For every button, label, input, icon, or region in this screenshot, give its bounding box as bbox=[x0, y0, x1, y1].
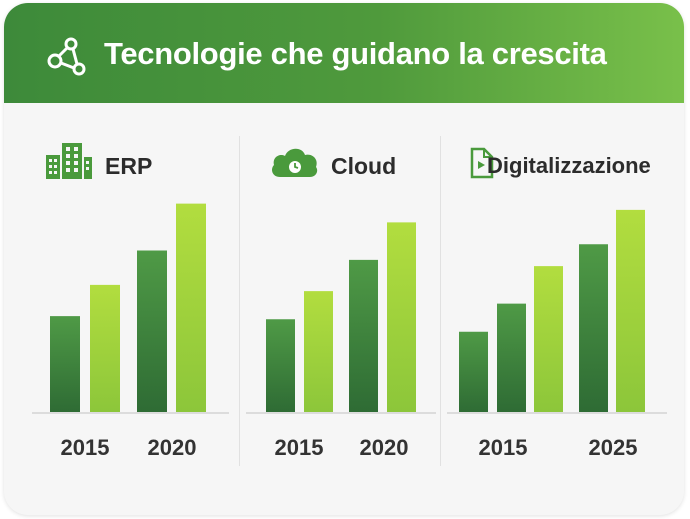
bar-2025-bar-2 bbox=[616, 209, 645, 413]
x-tick-label: 2015 bbox=[275, 435, 324, 460]
bar-2015-bar-2 bbox=[304, 291, 333, 413]
erp-panel: ERP 2015 2020 bbox=[4, 103, 239, 515]
bar-2015-bar-3 bbox=[534, 266, 563, 413]
x-tick-label: 2020 bbox=[360, 435, 409, 460]
cloud-icon bbox=[272, 148, 318, 177]
digitalizzazione-title: Digitalizzazione bbox=[487, 153, 651, 178]
bar-2015-bar-1 bbox=[266, 319, 295, 413]
bar-2020-bar-2 bbox=[387, 222, 416, 413]
bar-2020-bar-1 bbox=[349, 259, 378, 413]
header-banner: Tecnologie che guidano la crescita bbox=[4, 3, 684, 103]
bar-2020-bar-1 bbox=[137, 250, 167, 413]
cloud-chart: 2015 2020 bbox=[246, 222, 436, 460]
digitalizzazione-panel: Digitalizzazione 2015 2025 bbox=[441, 103, 684, 515]
cloud-title: Cloud bbox=[331, 153, 397, 179]
erp-chart: 2015 2020 bbox=[32, 203, 229, 460]
x-tick-label: 2020 bbox=[148, 435, 197, 460]
building-icon bbox=[46, 143, 92, 179]
digital-document-icon bbox=[470, 147, 494, 179]
bar-2015-bar-1 bbox=[50, 316, 80, 413]
x-tick-label: 2015 bbox=[61, 435, 110, 460]
network-icon bbox=[47, 37, 86, 76]
cloud-panel: Cloud 2015 2020 bbox=[240, 103, 440, 515]
bar-2025-bar-1 bbox=[579, 244, 608, 413]
page-title: Tecnologie che guidano la crescita bbox=[104, 36, 607, 71]
x-tick-label: 2025 bbox=[589, 435, 638, 460]
bar-2015-bar-2 bbox=[497, 303, 526, 413]
divider bbox=[239, 136, 240, 466]
x-tick-label: 2015 bbox=[479, 435, 528, 460]
divider bbox=[440, 136, 441, 466]
bar-2020-bar-2 bbox=[176, 203, 206, 413]
digitalizzazione-chart: 2015 2025 bbox=[447, 209, 667, 460]
bar-2015-bar-2 bbox=[90, 284, 120, 413]
infographic-card: Tecnologie che guidano la crescita ERP 2… bbox=[4, 3, 684, 515]
bar-2015-bar-1 bbox=[459, 331, 488, 413]
erp-title: ERP bbox=[105, 153, 153, 179]
